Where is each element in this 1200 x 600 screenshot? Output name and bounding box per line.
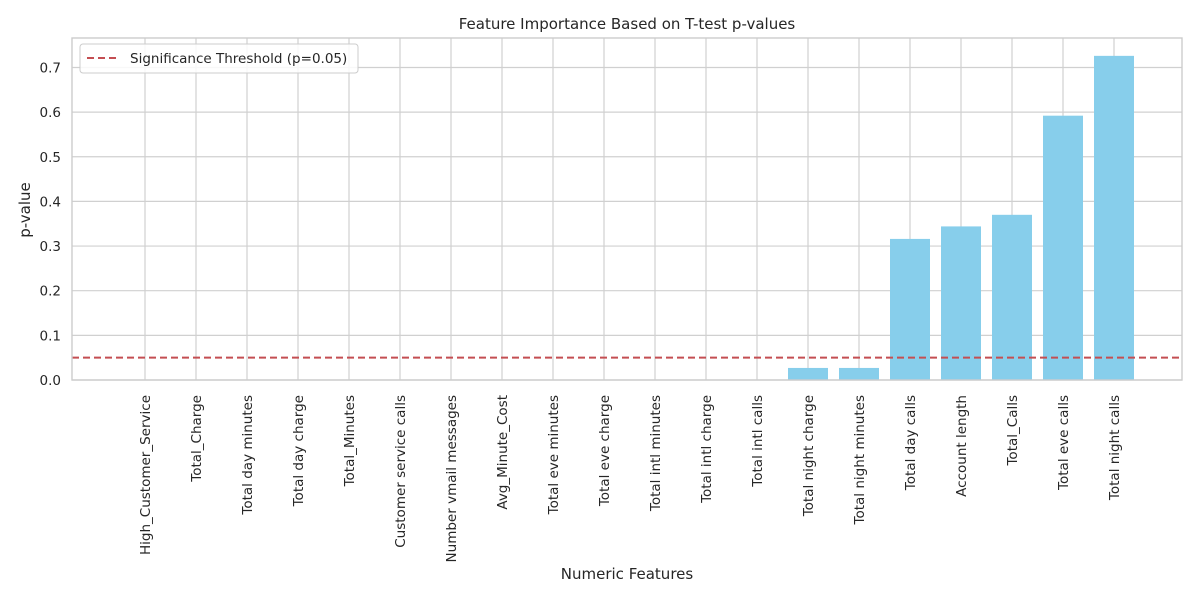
bar: [941, 226, 981, 380]
x-tick-label: Customer service calls: [393, 395, 409, 548]
x-axis-label: Numeric Features: [561, 565, 694, 583]
y-tick-label: 0.4: [40, 194, 61, 210]
y-tick-label: 0.3: [40, 239, 61, 255]
y-tick-label: 0.2: [40, 284, 61, 300]
x-axis-ticks: High_Customer_Service Total_Charge Total d…: [138, 395, 1123, 562]
bar: [1094, 55, 1134, 380]
x-tick-label: Total intl calls: [750, 395, 766, 488]
x-tick-label: High_Customer_Service: [138, 395, 154, 555]
y-tick-label: 0.1: [40, 328, 61, 344]
x-tick-label: Total intl charge: [699, 395, 715, 504]
x-tick-label: Total night calls: [1107, 395, 1123, 501]
legend: Significance Threshold (p=0.05): [79, 43, 359, 74]
y-tick-label: 0.0: [40, 373, 61, 389]
x-tick-label: Total intl minutes: [648, 395, 664, 512]
plot-frame: [71, 37, 1183, 381]
x-tick-label: Total night charge: [801, 395, 817, 517]
y-axis-ticks: 0.0 0.1 0.2 0.3 0.4 0.5 0.6 0.7: [40, 60, 61, 389]
bar: [839, 367, 879, 380]
x-tick-label: Number vmail messages: [444, 395, 460, 562]
x-tick-label: Total night minutes: [852, 395, 868, 525]
y-tick-label: 0.7: [40, 60, 61, 76]
x-tick-label: Total_Calls: [1005, 395, 1021, 467]
y-axis-label: p-value: [16, 182, 34, 238]
x-tick-label: Total day calls: [903, 395, 919, 491]
bar: [1043, 115, 1083, 381]
chart-title: Feature Importance Based on T-test p-val…: [459, 15, 796, 33]
y-tick-label: 0.5: [40, 150, 61, 166]
bars: [788, 55, 1134, 381]
bar: [992, 214, 1032, 380]
x-tick-label: Account length: [954, 395, 970, 497]
x-tick-label: Total eve calls: [1056, 395, 1072, 491]
legend-threshold-label: Significance Threshold (p=0.05): [130, 51, 347, 67]
bar: [788, 367, 828, 380]
x-tick-label: Avg_Minute_Cost: [495, 395, 511, 510]
x-tick-label: Total day charge: [291, 395, 307, 507]
x-tick-label: Total eve minutes: [546, 395, 562, 515]
x-tick-label: Total eve charge: [597, 395, 613, 507]
bar: [890, 238, 930, 380]
x-tick-label: Total_Charge: [189, 395, 205, 483]
x-tick-label: Total day minutes: [240, 395, 256, 516]
y-tick-label: 0.6: [40, 105, 61, 121]
x-tick-label: Total_Minutes: [342, 395, 358, 487]
legend-box: [79, 43, 359, 74]
